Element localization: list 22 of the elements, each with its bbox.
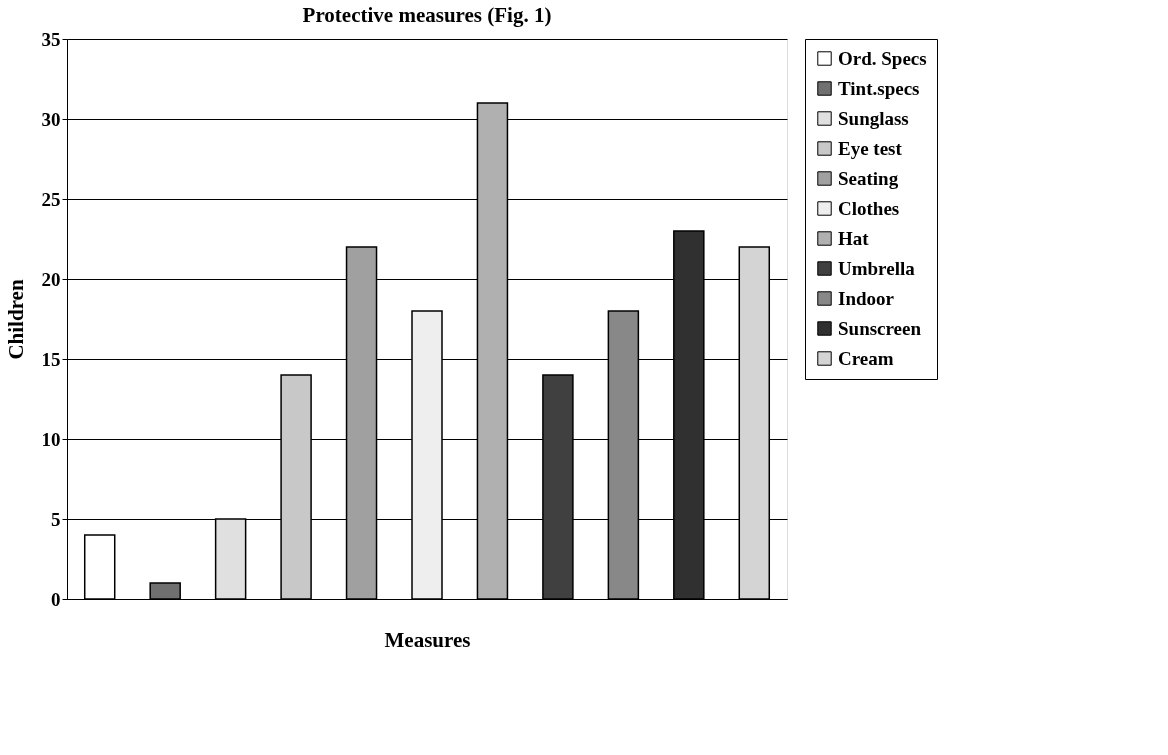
y-tick-label: 0 — [51, 588, 61, 610]
y-axis-title: Children — [3, 279, 28, 360]
legend-label: Ord. Specs — [838, 47, 927, 69]
legend-label: Hat — [838, 227, 870, 249]
y-tick-label: 15 — [41, 348, 61, 370]
y-tick-label: 35 — [41, 28, 61, 50]
y-tick-label: 5 — [51, 508, 61, 530]
y-tick-label: 25 — [41, 188, 61, 210]
chart-title: Protective measures (Fig. 1) — [302, 3, 552, 27]
legend-label: Sunscreen — [838, 317, 922, 339]
y-tick-label: 20 — [41, 268, 61, 290]
legend-label: Cream — [838, 347, 894, 369]
y-tick-label: 30 — [41, 108, 61, 130]
legend-label: Seating — [838, 167, 899, 189]
x-axis-title: Measures — [384, 627, 471, 652]
y-tick-label: 10 — [41, 428, 61, 450]
legend-label: Clothes — [838, 197, 900, 219]
legend-label: Sunglass — [838, 107, 909, 129]
legend-label: Umbrella — [838, 257, 916, 279]
legend-label: Tint.specs — [838, 77, 920, 99]
legend-label: Indoor — [838, 287, 895, 309]
legend-label: Eye test — [838, 137, 903, 159]
